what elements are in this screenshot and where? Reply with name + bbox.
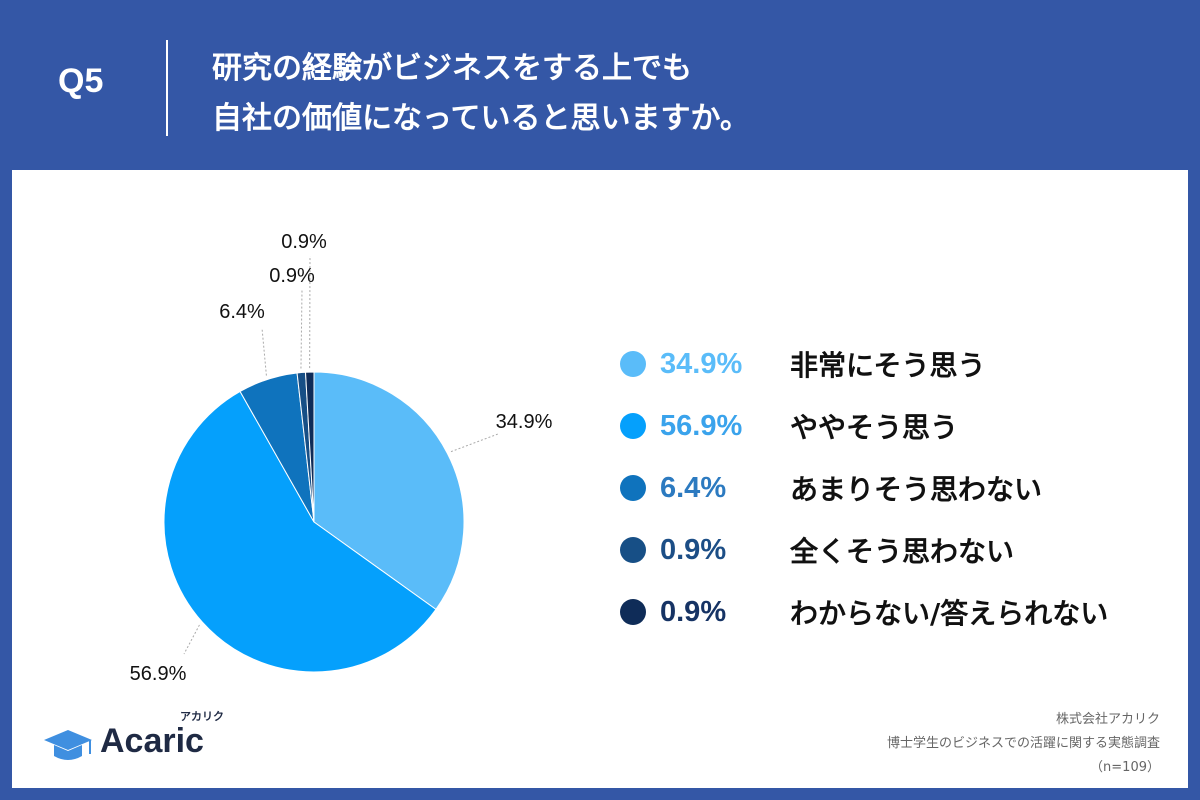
legend-label: わからない/答えられない [790, 597, 1109, 630]
legend-swatch [620, 475, 646, 501]
header-divider [166, 40, 168, 136]
question-title: 研究の経験がビジネスをする上でも 自社の価値になっていると思いますか。 [212, 44, 1172, 144]
legend-item-5: 0.9% わからない/答えられない [620, 581, 1160, 643]
logo-kana: アカリク [180, 710, 224, 723]
legend-item-1: 34.9% 非常にそう思う [620, 333, 1160, 395]
legend-percent: 0.9% [660, 595, 727, 628]
logo-wordmark: Acaric [100, 722, 204, 760]
legend-item-4: 0.9% 全くそう思わない [620, 519, 1160, 581]
leader-line-3 [261, 327, 267, 376]
legend-label: 全くそう思わない [790, 535, 1015, 568]
legend-label: ややそう思う [790, 411, 959, 444]
legend-item-3: 6.4% あまりそう思わない [620, 457, 1160, 519]
legend-percent: 6.4% [660, 471, 727, 504]
legend-swatch [620, 413, 646, 439]
slice-data-label-5: 0.9% [281, 231, 327, 253]
chart-panel: 34.9% 56.9% 6.4% 0.9% 0.9% 34.9% 非常にそう思う 56.9%… [12, 170, 1188, 788]
acaric-logo: アカリク Acaric [42, 708, 242, 768]
leader-line-1 [450, 433, 499, 453]
source-survey: 博士学生のビジネスでの活躍に関する実態調査 [886, 736, 1160, 751]
graduation-cap-icon [44, 730, 92, 760]
legend-swatch [620, 537, 646, 563]
source-company: 株式会社アカリク [1055, 712, 1160, 727]
source-sample-size: （n=109） [1090, 760, 1160, 775]
legend-percent: 56.9% [660, 409, 743, 442]
legend-percent: 0.9% [660, 533, 727, 566]
pie-slice-1 [313, 371, 465, 611]
slice-data-label-2: 56.9% [130, 663, 187, 685]
legend-label: あまりそう思わない [790, 473, 1043, 506]
pie-slice-5 [304, 371, 315, 523]
leader-line-2 [183, 624, 200, 655]
legend-swatch [620, 351, 646, 377]
question-title-line-2: 自社の価値になっていると思いますか。 [212, 101, 750, 136]
legend-percent: 34.9% [660, 347, 743, 380]
leader-line-4 [300, 289, 303, 369]
slice-data-label-3: 6.4% [219, 301, 265, 323]
chart-legend: 34.9% 非常にそう思う 56.9% ややそう思う 6.4% あまりそう思わない 0.9%… [620, 333, 1160, 643]
slice-data-label-4: 0.9% [269, 265, 315, 287]
question-title-line-1: 研究の経験がビジネスをする上でも [212, 51, 692, 86]
legend-swatch [620, 599, 646, 625]
question-number: Q5 [58, 62, 104, 100]
slice-data-label-1: 34.9% [496, 411, 553, 433]
legend-item-2: 56.9% ややそう思う [620, 395, 1160, 457]
pie-slice-2 [163, 390, 437, 673]
source-note: 株式会社アカリク 博士学生のビジネスでの活躍に関する実態調査 （n=109） [740, 708, 1160, 780]
pie-chart: 34.9%56.9%6.4%0.9%0.9% [130, 231, 553, 685]
legend-label: 非常にそう思う [790, 349, 986, 382]
